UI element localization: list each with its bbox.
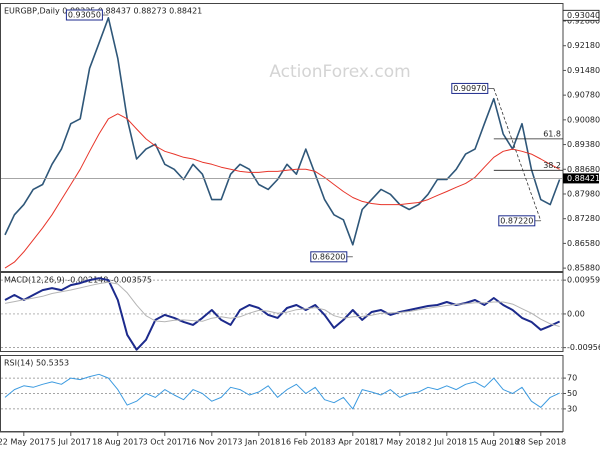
annotation-label: 0.87220 bbox=[500, 216, 533, 225]
x-tick-label: 15 Aug 2018 bbox=[468, 438, 519, 447]
x-tick-label: 3 Jan 2018 bbox=[237, 438, 280, 447]
series-line bbox=[4, 373, 560, 410]
annotation-box bbox=[310, 251, 348, 263]
panel-title: RSI(14) 50.5353 bbox=[4, 359, 69, 368]
y-tick-label: 0.90080 bbox=[567, 115, 600, 124]
x-tick-label: 3 Apr 2018 bbox=[331, 438, 375, 447]
y-tick-label: 0.88680 bbox=[567, 165, 600, 174]
y-tick-label: 0.89380 bbox=[567, 140, 600, 149]
watermark: ActionForex.com bbox=[269, 62, 410, 82]
y-tick-label: 0.009593 bbox=[567, 276, 600, 285]
x-tick-label: 2 Jul 2018 bbox=[427, 438, 467, 447]
series-line bbox=[4, 281, 560, 327]
x-tick-label: 16 Feb 2018 bbox=[281, 438, 331, 447]
x-tick-label: 18 Aug 2017 bbox=[92, 438, 143, 447]
y-tick-label: 0.87280 bbox=[567, 214, 600, 223]
y-tick-label: 30 bbox=[567, 404, 577, 413]
x-tick-label: 3 Oct 2017 bbox=[143, 438, 187, 447]
high-label: 0.93040 bbox=[567, 11, 600, 20]
series-line bbox=[4, 17, 561, 246]
fib-label: 38.2 bbox=[543, 161, 561, 170]
y-tick-label: 50 bbox=[567, 389, 577, 398]
y-tick-label: 0.90780 bbox=[567, 91, 600, 100]
last-price-label: 0.88421 bbox=[567, 174, 600, 183]
annotation-box bbox=[498, 215, 536, 227]
y-tick-label: 0.85880 bbox=[567, 264, 600, 273]
panel-frame bbox=[0, 272, 564, 352]
y-tick-label: 0.86580 bbox=[567, 239, 600, 248]
y-tick-label: 0.87980 bbox=[567, 189, 600, 198]
x-tick-label: 5 Jul 2017 bbox=[51, 438, 91, 447]
last-price-box bbox=[563, 173, 599, 184]
annotation-label: 0.90970 bbox=[453, 84, 486, 93]
y-tick-label: 0.00 bbox=[567, 309, 585, 318]
fib-label: 61.8 bbox=[543, 129, 561, 138]
y-tick-label: 0.91480 bbox=[567, 66, 600, 75]
annotation-label: 0.86200 bbox=[312, 252, 345, 261]
y-tick-label: -0.009562 bbox=[567, 343, 600, 352]
y-tick-label: 0.92180 bbox=[567, 41, 600, 50]
x-tick-label: 28 Sep 2018 bbox=[515, 438, 566, 447]
annotation-box bbox=[451, 82, 489, 94]
annotation-label: 0.93050 bbox=[68, 11, 101, 20]
series-line bbox=[4, 113, 560, 269]
x-tick-label: 17 May 2018 bbox=[374, 438, 426, 447]
x-tick-label: 16 Nov 2017 bbox=[186, 438, 237, 447]
x-tick-label: 22 May 2017 bbox=[0, 438, 50, 447]
annotation-box bbox=[65, 9, 103, 21]
high-box bbox=[562, 9, 600, 21]
panel-frame bbox=[0, 3, 564, 272]
y-tick-label: 0.92880 bbox=[567, 17, 600, 26]
trend-line bbox=[493, 88, 542, 221]
panel-title: EURGBP,Daily 0.88335 0.88437 0.88273 0.8… bbox=[4, 7, 202, 16]
y-tick-label: 70 bbox=[567, 374, 577, 383]
